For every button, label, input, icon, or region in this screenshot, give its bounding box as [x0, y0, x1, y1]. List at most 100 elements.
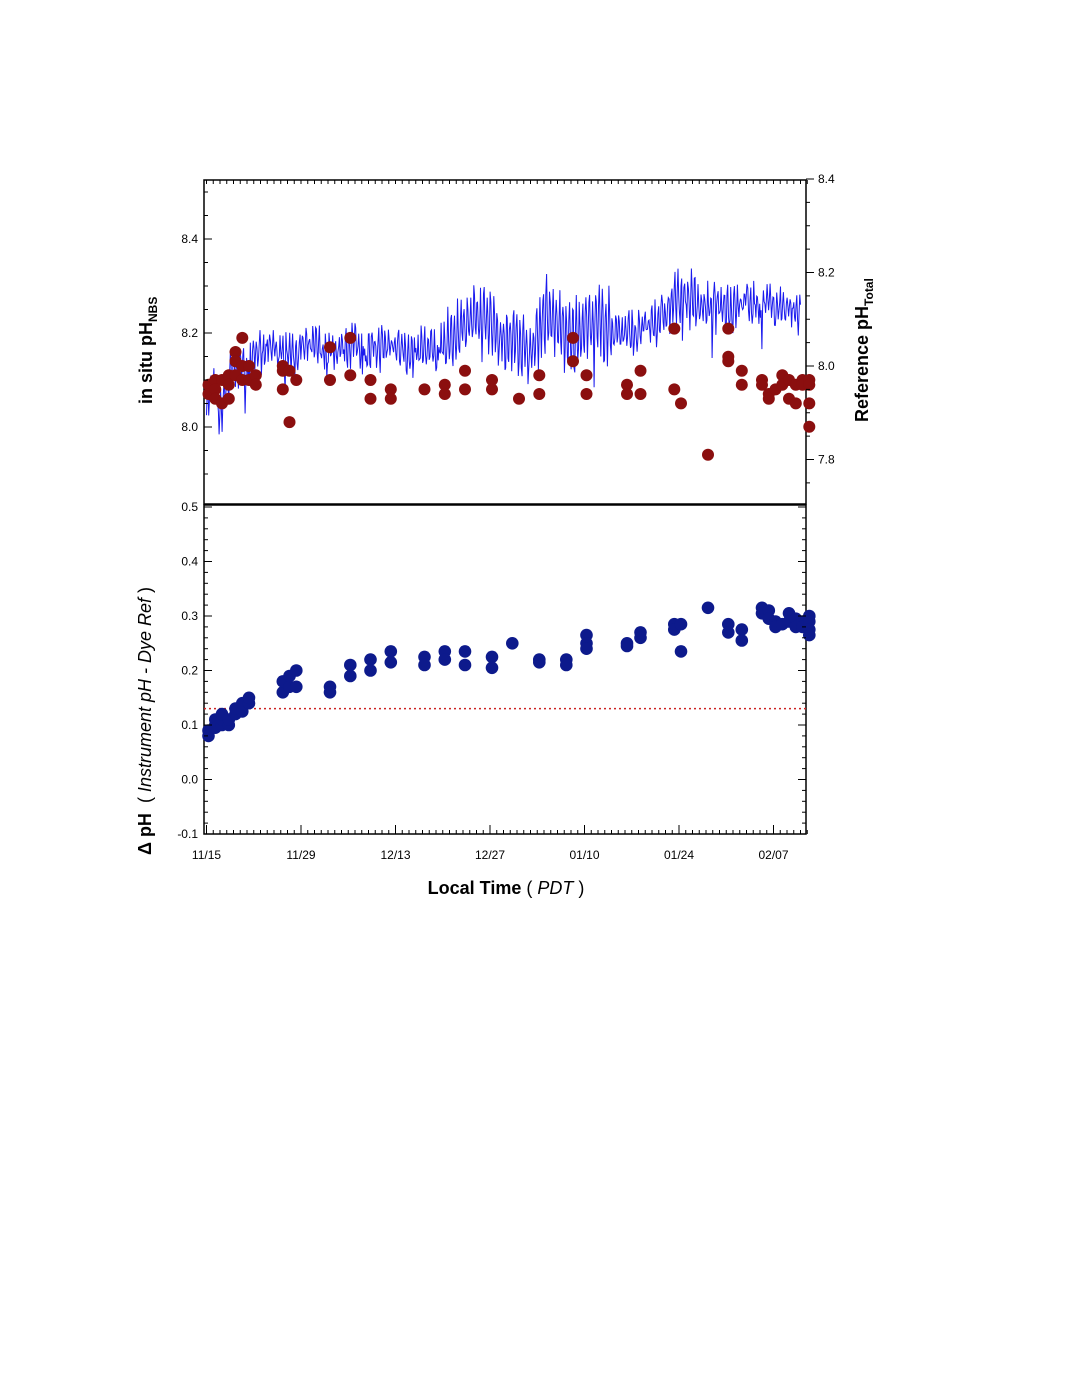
reference-ph-point: [438, 378, 451, 391]
delta-ph-point: [290, 680, 303, 694]
top-left-axis-title-main: in situ pH: [136, 322, 156, 404]
reference-ph-point: [803, 420, 816, 433]
reference-ph-point: [486, 383, 498, 396]
x-axis-title-paren-open: (: [521, 878, 537, 898]
reference-ph-point: [438, 388, 451, 400]
delta-ph-point: [364, 653, 377, 666]
delta-ph-point: [560, 658, 573, 672]
bottom-tick-label: -0.1: [177, 827, 198, 841]
x-tick-label: 12/13: [380, 848, 410, 862]
right-tick-label: 8.2: [818, 266, 835, 280]
delta-ph-point: [722, 626, 735, 639]
top-left-axis-title: in situ pHNBS: [136, 297, 160, 404]
reference-ph-point: [384, 383, 397, 396]
delta-ph-point: [418, 658, 431, 672]
x-axis-title-main: Local Time: [428, 878, 522, 898]
reference-ph-point: [789, 397, 802, 410]
delta-ph-point: [458, 645, 472, 658]
bottom-tick-label: 0.3: [181, 609, 198, 623]
x-tick-label: 12/27: [475, 848, 505, 862]
delta-ph-point: [735, 634, 749, 647]
bottom-y-axis-title-italic: Instrument pH - Dye Ref: [135, 596, 155, 792]
delta-ph-point: [533, 656, 546, 669]
reference-ph-point: [580, 388, 593, 400]
reference-ph-point: [283, 364, 296, 377]
x-axis-title-italic: PDT: [537, 878, 575, 898]
top-left-axis-title-sub: NBS: [146, 297, 160, 322]
reference-ph-point: [756, 378, 768, 391]
delta-ph-point: [735, 623, 749, 636]
delta-ph-point: [384, 656, 398, 669]
left-tick-label: 8.4: [181, 232, 198, 246]
reference-ph-point: [344, 331, 357, 344]
reference-ph-point: [276, 383, 289, 396]
x-tick-label: 11/15: [192, 848, 221, 862]
reference-ph-point: [344, 369, 357, 382]
right-tick-label: 8.4: [818, 172, 835, 186]
reference-dot-layer: [202, 322, 816, 461]
reference-ph-point: [634, 388, 647, 400]
delta-ph-point: [580, 642, 593, 655]
reference-ph-point: [249, 378, 262, 391]
bottom-plot-frame: [203, 504, 807, 835]
top-axis-ticks: 8.0 8.2 8.4 7.8 8.0 8.2 8.4: [181, 172, 835, 484]
x-tick-label: 01/10: [569, 848, 599, 862]
bottom-y-axis-title: Δ pH ( Instrument pH - Dye Ref ): [135, 587, 155, 855]
delta-ph-point: [384, 645, 398, 658]
delta-ph-point: [674, 617, 688, 631]
reference-ph-point: [668, 383, 681, 396]
reference-ph-point: [533, 369, 546, 382]
top-panel: 8.0 8.2 8.4 7.8 8.0 8.2 8.4 in situ pHNBS Refe…: [136, 172, 876, 505]
reference-ph-point: [209, 383, 222, 396]
bottom-tick-label: 0.2: [181, 664, 198, 678]
left-tick-label: 8.0: [181, 420, 198, 434]
x-axis-title: Local Time ( PDT ): [428, 878, 585, 898]
x-axis-title-paren-close: ): [573, 878, 584, 898]
delta-ph-point: [438, 653, 452, 666]
delta-ph-point: [674, 645, 688, 658]
x-tick-label: 11/29: [286, 848, 315, 862]
reference-ph-point: [364, 392, 377, 405]
x-tick-label: 02/07: [758, 848, 788, 862]
ph-series-line: [206, 268, 801, 435]
reference-ph-point: [459, 383, 471, 396]
reference-ph-point: [418, 383, 431, 396]
bottom-tick-label: 0.1: [181, 718, 198, 732]
delta-ph-point: [485, 650, 499, 664]
delta-ph-point: [344, 658, 357, 672]
reference-ph-point: [634, 364, 647, 377]
reference-ph-point: [621, 378, 633, 391]
reference-ph-point: [236, 331, 249, 344]
top-right-axis-title-sub: Total: [862, 278, 876, 306]
reference-ph-point: [668, 322, 681, 335]
delta-ph-point: [290, 664, 303, 677]
reference-ph-point: [364, 374, 377, 386]
reference-ph-point: [567, 355, 579, 368]
reference-ph-point: [384, 392, 397, 405]
reference-ph-point: [459, 364, 471, 377]
delta-ph-point: [323, 686, 337, 699]
reference-ph-point: [803, 378, 816, 391]
delta-ph-point: [803, 628, 816, 642]
right-tick-label: 7.8: [818, 453, 835, 467]
reference-ph-point: [621, 388, 633, 400]
top-right-axis-title-main: Reference pH: [852, 306, 872, 422]
top-right-axis-title: Reference pHTotal: [852, 278, 876, 422]
delta-ph-point: [620, 639, 634, 653]
reference-ph-point: [675, 397, 687, 410]
reference-ph-point: [290, 374, 303, 386]
reference-ph-point: [324, 374, 336, 386]
reference-ph-point: [222, 378, 235, 391]
delta-ph-point: [242, 691, 256, 705]
bottom-tick-label: 0.4: [181, 555, 198, 569]
reference-ph-point: [580, 369, 593, 382]
delta-ph-point: [634, 631, 647, 645]
bottom-panel: -0.1 0.0 0.1 0.2 0.3 0.4 0.5 11/15 11/29 12/13 12/…: [135, 500, 816, 898]
reference-ph-point: [283, 416, 296, 429]
reference-ph-point: [249, 369, 262, 382]
reference-ph-point: [567, 331, 579, 344]
reference-ph-point: [324, 341, 336, 354]
bottom-y-axis-title-paren-open: (: [135, 792, 155, 813]
reference-ph-point: [243, 360, 255, 372]
